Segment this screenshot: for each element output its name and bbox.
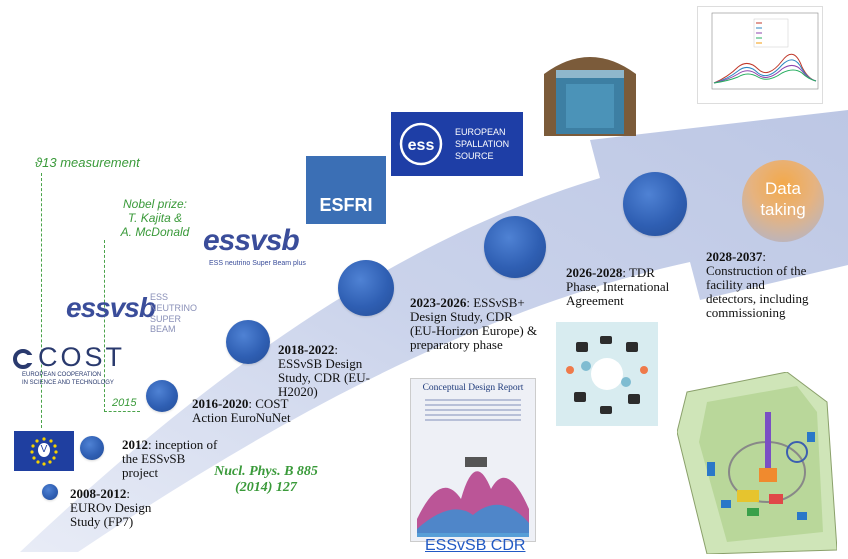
- milestone-2028-2037: 2028-2037: Construction of the facility …: [706, 250, 818, 320]
- nobel-line-2: T. Kajita &: [127, 211, 183, 225]
- cost-name: COST: [38, 342, 126, 372]
- milestone-circle-2018: [226, 320, 270, 364]
- cdr-cover-graphic: [417, 457, 529, 537]
- ess-line-1: EUROPEAN: [455, 127, 506, 137]
- essvsb-logo: essvsb ESS NEUTRINO SUPER BEAM: [66, 292, 206, 334]
- milestone-circle-2023: [338, 260, 394, 316]
- cost-symbol-icon: [13, 349, 37, 369]
- eu-v-label: V: [38, 443, 50, 457]
- svg-text:ess: ess: [408, 137, 435, 154]
- nobel-dashed-line: [104, 240, 105, 412]
- data-taking-line-2: taking: [760, 200, 806, 219]
- site-plan-image: [676, 371, 838, 555]
- journal-line-2: (2014) 127: [235, 480, 297, 495]
- nobel-line-3: A. McDonald: [120, 225, 190, 239]
- site-plan-graphic: [676, 371, 838, 555]
- eu-stars-icon: [30, 437, 58, 466]
- eu-flag-logo: V: [14, 431, 74, 471]
- milestone-2023-2026: 2023-2026: ESSνSB+ Design Study, CDR (EU…: [410, 296, 540, 352]
- milestone-text: : inception of the ESSνSB project: [122, 437, 218, 480]
- milestone-years: 2016-2020: [192, 396, 249, 411]
- journal-line-1: Nucl. Phys. B 885: [214, 464, 318, 479]
- data-taking-line-1: Data: [765, 179, 801, 198]
- milestone-text: : ESSνSB Design Study, CDR (EU-H2020): [278, 342, 370, 399]
- milestone-circle-2008: [42, 484, 58, 500]
- nobel-prize-label: Nobel prize: T. Kajita & A. McDonald: [100, 197, 210, 239]
- milestone-text: : TDR Phase, International Agreement: [566, 265, 670, 308]
- milestone-text: : COST Action EuroNuNet: [192, 396, 291, 425]
- year-2015-dashed-line: [104, 411, 140, 412]
- milestone-text: : EUROν Design Study (FP7): [70, 486, 152, 529]
- ess-line-3: SOURCE: [455, 151, 494, 161]
- milestone-years: 2028-2037: [706, 249, 763, 264]
- cdr-cover-title: Conceptual Design Report: [422, 383, 524, 393]
- milestone-circle-2016: [146, 380, 178, 412]
- milestone-circle-2026: [484, 216, 546, 278]
- ess-logo: ess EUROPEAN SPALLATION SOURCE: [391, 112, 523, 176]
- cost-logo: COST EUROPEAN COOPERATION IN SCIENCE AND…: [4, 342, 164, 394]
- cdr-cover-image: Conceptual Design Report: [410, 378, 536, 542]
- milestone-years: 2023-2026: [410, 295, 467, 310]
- international-agreement-image: [556, 322, 658, 426]
- year-2015-label: 2015: [112, 397, 137, 409]
- milestone-2018-2022: 2018-2022: ESSνSB Design Study, CDR (EU-…: [278, 343, 378, 399]
- detector-cavern-image: [540, 44, 640, 136]
- esfri-logo: ESFRI: [306, 156, 386, 224]
- theta13-label: ϑ13 measurement: [35, 155, 140, 170]
- ess-line-2: SPALLATION: [455, 139, 510, 149]
- cost-subtitle-2: IN SCIENCE AND TECHNOLOGY: [22, 380, 114, 386]
- ess-symbol-icon: ess: [399, 122, 443, 166]
- theta13-dashed-line: [41, 173, 42, 428]
- sensitivity-plot-image: [697, 6, 823, 104]
- cdr-link[interactable]: ESSvSB CDR: [425, 537, 526, 554]
- milestone-text: : ESSνSB+ Design Study, CDR (EU-Horizon …: [410, 295, 538, 352]
- essvsb-tag-3: SUPER BEAM: [150, 314, 182, 334]
- milestone-years: 2018-2022: [278, 342, 335, 357]
- milestone-2008-2012: 2008-2012: EUROν Design Study (FP7): [70, 487, 160, 529]
- milestone-years: 2012: [122, 437, 148, 452]
- milestone-circle-2028-construction: [623, 172, 687, 236]
- sensitivity-plot-graphic: [711, 12, 819, 90]
- essvsb-plus-tagline: ESS neutrino Super Beam plus: [209, 260, 306, 267]
- esfri-name: ESFRI: [319, 195, 373, 215]
- milestone-2016-2020: 2016-2020: COST Action EuroNuNet: [192, 397, 302, 425]
- nobel-line-1: Nobel prize:: [122, 197, 188, 211]
- meeting-illustration: [566, 336, 648, 414]
- detector-tank-graphic: [544, 57, 636, 136]
- milestone-2026-2028: 2026-2028: TDR Phase, International Agre…: [566, 266, 676, 308]
- milestone-circle-2012: [80, 436, 104, 460]
- milestone-text: : Construction of the facility and detec…: [706, 249, 809, 320]
- essvsb-tag-1: ESS: [150, 292, 169, 302]
- essvsb-tag-2: NEUTRINO: [150, 303, 197, 313]
- journal-reference: Nucl. Phys. B 885 (2014) 127: [206, 464, 326, 496]
- milestone-years: 2008-2012: [70, 486, 127, 501]
- cost-subtitle-1: EUROPEAN COOPERATION: [22, 372, 102, 378]
- milestone-2012: 2012: inception of the ESSνSB project: [122, 438, 222, 480]
- milestone-years: 2026-2028: [566, 265, 623, 280]
- data-taking-circle: Data taking: [742, 160, 824, 242]
- essvsb-plus-logo: essvsb ESS neutrino Super Beam plus: [203, 224, 306, 267]
